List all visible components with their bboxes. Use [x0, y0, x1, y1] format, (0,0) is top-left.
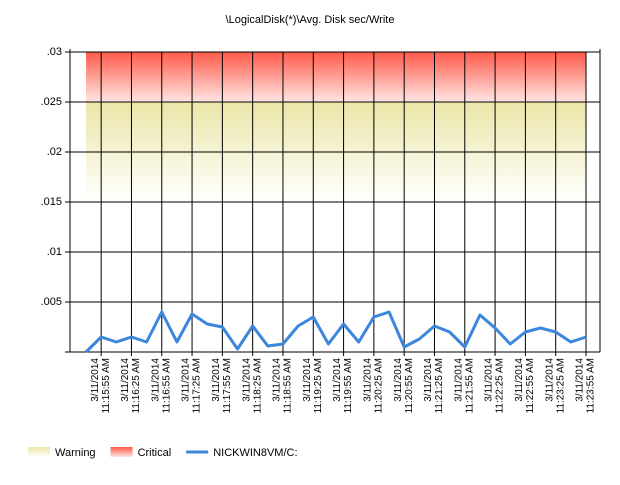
y-tick-label: .025 [41, 96, 62, 108]
x-tick-label: 11:20:25 AM [374, 358, 385, 413]
x-tick-label: 3/11/2014 [423, 358, 434, 402]
legend-swatch [110, 447, 133, 457]
legend-label: NICKWIN8VM/C: [213, 447, 297, 459]
series-line [84, 310, 587, 354]
x-tick-label: 3/11/2014 [575, 358, 586, 402]
x-tick-label: 3/11/2014 [211, 358, 222, 402]
legend-swatch [28, 447, 50, 457]
x-tick-label: 3/11/2014 [241, 358, 252, 402]
chart-title: \LogicalDisk(*)\Avg. Disk sec/Write [226, 14, 395, 26]
x-tick-label: 3/11/2014 [181, 358, 192, 402]
x-tick-label: 11:15:55 AM [101, 358, 112, 413]
x-tick-label: 3/11/2014 [332, 358, 343, 402]
x-tick-label: 3/11/2014 [120, 358, 131, 402]
x-tick-label: 11:22:25 AM [495, 358, 506, 413]
x-tick-label: 11:19:55 AM [343, 358, 354, 413]
y-tick-label: .005 [41, 296, 62, 308]
x-tick-label: 3/11/2014 [453, 358, 464, 402]
x-tick-label: 3/11/2014 [393, 358, 404, 402]
y-tick-label: .03 [47, 46, 62, 58]
x-tick-label: 3/11/2014 [90, 358, 101, 402]
x-tick-label: 3/11/2014 [272, 358, 283, 402]
x-tick-label: 11:18:25 AM [252, 358, 263, 413]
x-tick-label: 11:18:55 AM [283, 358, 294, 413]
x-tick-label: 3/11/2014 [302, 358, 313, 402]
x-tick-label: 3/11/2014 [150, 358, 161, 402]
x-tick-label: 11:16:55 AM [161, 358, 172, 413]
legend-label: Critical [138, 447, 172, 459]
y-tick-label: .015 [41, 196, 62, 208]
x-tick-label: 11:23:25 AM [555, 358, 566, 413]
x-tick-label: 11:23:55 AM [586, 358, 597, 413]
x-tick-label: 3/11/2014 [514, 358, 525, 402]
x-tick-label: 3/11/2014 [544, 358, 555, 402]
x-tick-label: 11:22:55 AM [525, 358, 536, 413]
x-tick-label: 11:21:55 AM [464, 358, 475, 413]
x-tick-label: 11:21:25 AM [434, 358, 445, 413]
x-tick-label: 3/11/2014 [484, 358, 495, 402]
y-tick-label: .02 [47, 146, 62, 158]
x-tick-label: 11:16:25 AM [131, 358, 142, 413]
y-tick-label: .01 [47, 246, 62, 258]
legend-label: Warning [55, 447, 96, 459]
x-tick-label: 11:17:25 AM [192, 358, 203, 413]
x-tick-label: 11:20:55 AM [404, 358, 415, 413]
x-tick-label: 11:19:25 AM [313, 358, 324, 413]
threshold-band [86, 52, 586, 102]
x-tick-label: 11:17:55 AM [222, 358, 233, 413]
x-tick-label: 3/11/2014 [363, 358, 374, 402]
